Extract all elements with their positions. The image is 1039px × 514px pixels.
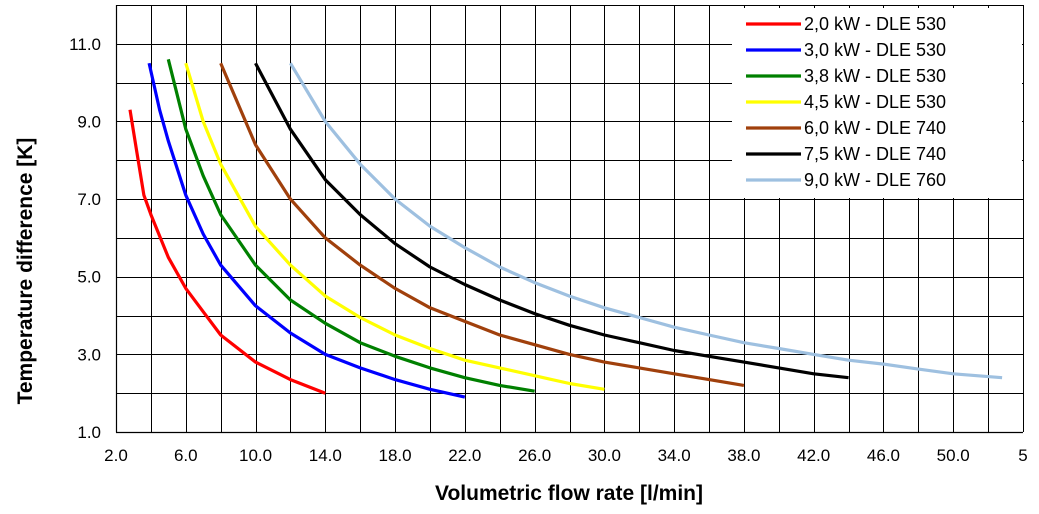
- legend: 2,0 kW - DLE 530 3,0 kW - DLE 530 3,8 kW -…: [732, 8, 1022, 198]
- series-lines: [128, 58, 1003, 399]
- x-tick-label: 10.0: [239, 446, 272, 465]
- legend-label-4: 4,5 kW - DLE 530: [804, 92, 946, 112]
- x-tick-label: 30.0: [588, 446, 621, 465]
- x-tick-label: 50.0: [937, 446, 970, 465]
- y-tick-label: 11.0: [69, 35, 101, 54]
- y-tick-label: 1.0: [77, 423, 101, 442]
- y-axis-title: Temperature difference [K]: [14, 138, 37, 405]
- legend-label-7: 9,0 kW - DLE 760: [804, 170, 946, 190]
- y-tick-label: 9.0: [77, 112, 101, 131]
- x-tick-label: 34.0: [658, 446, 691, 465]
- x-tick-label: 46.0: [867, 446, 900, 465]
- x-tick-label: 22.0: [448, 446, 481, 465]
- y-tick-label: 3.0: [77, 345, 101, 364]
- x-tick-label: 38.0: [727, 446, 760, 465]
- x-tick-label: 18.0: [379, 446, 412, 465]
- series-line-1: [128, 109, 326, 395]
- legend-label-1: 2,0 kW - DLE 530: [804, 14, 946, 34]
- y-tick-label: 7.0: [77, 190, 101, 209]
- series-line-2: [147, 62, 466, 399]
- x-tick-label: 5: [1018, 446, 1027, 465]
- series-line-6: [254, 62, 849, 380]
- series-line-3: [166, 58, 535, 393]
- x-axis-title: Volumetric flow rate [l/min]: [435, 482, 703, 505]
- x-tick-label: 2.0: [104, 446, 128, 465]
- legend-label-3: 3,8 kW - DLE 530: [804, 66, 946, 86]
- x-tick-label: 14.0: [309, 446, 342, 465]
- legend-label-5: 6,0 kW - DLE 740: [804, 118, 946, 138]
- series-line-7: [289, 62, 1003, 380]
- legend-label-2: 3,0 kW - DLE 530: [804, 40, 946, 60]
- x-tick-label: 26.0: [518, 446, 551, 465]
- legend-label-6: 7,5 kW - DLE 740: [804, 144, 946, 164]
- x-tick-label: 6.0: [174, 446, 198, 465]
- series-line-4: [184, 62, 605, 391]
- y-tick-label: 5.0: [77, 268, 101, 287]
- x-tick-label: 42.0: [797, 446, 830, 465]
- series-line-5: [219, 62, 745, 387]
- axes: 2.0 6.0 10.0 14.0 18.0 22.0 26.0 30.0 34.0 38.0 42…: [69, 5, 1028, 465]
